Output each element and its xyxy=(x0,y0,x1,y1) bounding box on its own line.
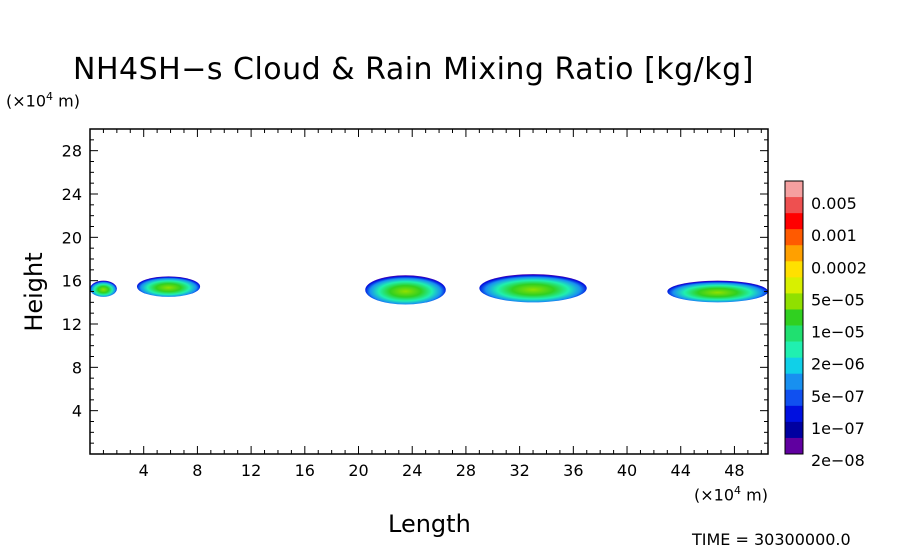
x-tick-label: 12 xyxy=(241,461,261,480)
cloud-region-5 xyxy=(667,280,768,303)
y-tick-label: 12 xyxy=(62,315,82,334)
cloud-region-4 xyxy=(479,274,587,303)
colorbar-swatch xyxy=(785,245,803,262)
colorbar-swatch xyxy=(785,229,803,246)
colorbar-swatch xyxy=(785,261,803,278)
y-axis-unit: (×104 m) xyxy=(6,90,80,111)
colorbar-label: 1e−05 xyxy=(811,323,865,342)
colorbar-label: 2e−08 xyxy=(811,451,865,470)
colorbar-swatch xyxy=(785,309,803,326)
y-tick-label: 16 xyxy=(62,272,82,291)
colorbar-swatch xyxy=(785,405,803,423)
chart-title: NH4SH−s Cloud & Rain Mixing Ratio [kg/kg… xyxy=(73,52,754,87)
cloud-region-2 xyxy=(136,276,201,297)
colorbar-label: 0.0002 xyxy=(811,258,867,277)
y-tick-label: 20 xyxy=(62,228,82,247)
colorbar-swatch xyxy=(785,325,803,342)
x-tick-label: 16 xyxy=(295,461,315,480)
x-tick-label: 24 xyxy=(402,461,422,480)
cloud-region-3 xyxy=(365,275,446,305)
x-tick-label: 8 xyxy=(192,461,202,480)
colorbar-swatch xyxy=(785,293,803,310)
colorbar-swatch xyxy=(785,437,803,455)
colorbar-label: 1e−07 xyxy=(811,419,865,438)
y-tick-label: 28 xyxy=(62,142,82,161)
colorbar-swatch xyxy=(785,421,803,439)
x-tick-label: 28 xyxy=(456,461,476,480)
colorbar-swatch xyxy=(785,341,803,358)
cloud-region-1 xyxy=(90,280,117,297)
x-axis-label: Length xyxy=(388,510,471,538)
x-tick-label: 44 xyxy=(671,461,691,480)
x-tick-label: 48 xyxy=(724,461,744,480)
x-tick-label: 36 xyxy=(563,461,583,480)
y-tick-label: 24 xyxy=(62,185,82,204)
colorbar-frame xyxy=(784,180,804,455)
x-tick-label: 32 xyxy=(509,461,529,480)
colorbar-label: 2e−06 xyxy=(811,355,865,374)
colorbar-swatch xyxy=(785,277,803,294)
colorbar-label: 0.001 xyxy=(811,226,857,245)
colorbar-swatch xyxy=(785,213,803,230)
colorbar-label: 5e−07 xyxy=(811,387,865,406)
x-tick-label: 40 xyxy=(617,461,637,480)
colorbar-swatch xyxy=(785,373,803,391)
x-tick-label: 20 xyxy=(348,461,368,480)
x-tick-label: 4 xyxy=(139,461,149,480)
colorbar-swatch xyxy=(785,389,803,407)
y-tick-label: 4 xyxy=(72,402,82,421)
colorbar-swatch xyxy=(785,197,803,214)
x-axis-unit: (×104 m) xyxy=(694,484,768,505)
y-tick-label: 8 xyxy=(72,358,82,377)
colorbar-label: 0.005 xyxy=(811,194,857,213)
colorbar-swatch xyxy=(785,357,803,375)
colorbar-swatch xyxy=(785,181,803,198)
colorbar-label: 5e−05 xyxy=(811,290,865,309)
